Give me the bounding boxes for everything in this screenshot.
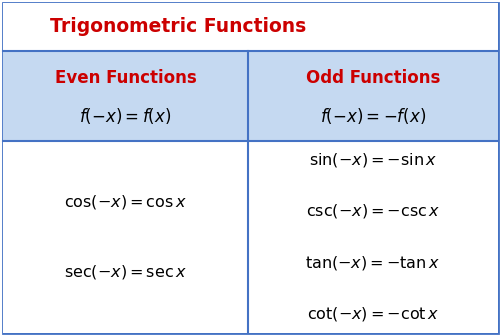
Text: $\mathrm{csc}({-}x) = {-}\mathrm{csc}\, x$: $\mathrm{csc}({-}x) = {-}\mathrm{csc}\, … [306,202,440,220]
Text: Even Functions: Even Functions [55,69,196,87]
Text: Odd Functions: Odd Functions [306,69,440,87]
Text: $\mathrm{cot}({-}x) = {-}\mathrm{cot}\, x$: $\mathrm{cot}({-}x) = {-}\mathrm{cot}\, … [307,305,439,323]
Text: $\mathrm{sin}({-}x) = {-}\mathrm{sin}\, x$: $\mathrm{sin}({-}x) = {-}\mathrm{sin}\, … [309,151,437,169]
Bar [3,141,498,333]
Bar [3,3,498,51]
Text: $f({-}x) = {-}f(x)$: $f({-}x) = {-}f(x)$ [320,106,426,126]
Text: $f({-}x) = f(x)$: $f({-}x) = f(x)$ [79,106,172,126]
Bar [3,51,498,141]
Text: Trigonometric Functions: Trigonometric Functions [50,17,307,37]
Text: $\mathrm{tan}({-}x) = {-}\mathrm{tan}\, x$: $\mathrm{tan}({-}x) = {-}\mathrm{tan}\, … [306,254,440,271]
Text: $\mathrm{sec}({-}x) = \mathrm{sec}\, x$: $\mathrm{sec}({-}x) = \mathrm{sec}\, x$ [64,262,187,281]
Text: $\mathrm{cos}({-}x) = \mathrm{cos}\, x$: $\mathrm{cos}({-}x) = \mathrm{cos}\, x$ [64,194,187,211]
